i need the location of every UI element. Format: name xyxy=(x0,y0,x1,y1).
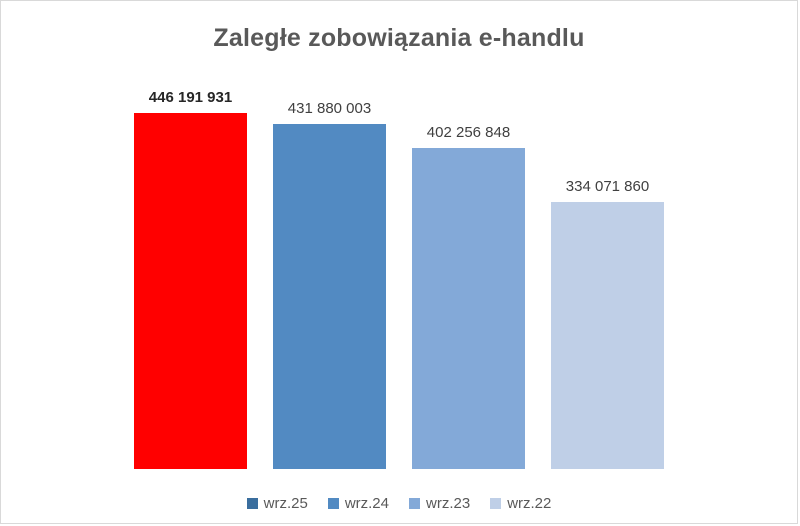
bar-0[interactable] xyxy=(134,113,247,469)
legend-label-2: wrz.23 xyxy=(426,495,471,512)
legend-item-0[interactable]: wrz.25 xyxy=(246,495,308,512)
legend-item-2[interactable]: wrz.23 xyxy=(409,496,470,511)
bar-value-label-1: 431 880 003 xyxy=(287,100,372,117)
legend-item-3[interactable]: wrz.22 xyxy=(490,496,551,511)
legend-label-1: wrz.24 xyxy=(344,495,389,512)
bar-group-3[interactable]: 334 071 860 xyxy=(551,179,664,469)
legend-label-3: wrz.22 xyxy=(507,495,552,512)
bar-group-2[interactable]: 402 256 848 xyxy=(412,125,525,469)
legend-swatch-icon-3 xyxy=(490,498,502,509)
bar-2[interactable] xyxy=(412,148,525,469)
legend-item-1[interactable]: wrz.24 xyxy=(327,495,389,512)
legend-swatch-icon-2 xyxy=(409,498,420,509)
bar-1[interactable] xyxy=(273,124,386,469)
chart-title: Zaległe zobowiązania e-handlu xyxy=(213,24,585,52)
legend-label-0: wrz.25 xyxy=(263,495,308,512)
legend-swatch-icon-0 xyxy=(246,498,258,509)
legend-swatch-icon-1 xyxy=(327,498,339,509)
bar-value-label-3: 334 071 860 xyxy=(565,178,650,195)
bar-3[interactable] xyxy=(551,202,664,469)
bar-group-1[interactable]: 431 880 003 xyxy=(273,101,386,469)
bar-value-label-2: 402 256 848 xyxy=(426,124,511,141)
chart-legend: wrz.25 wrz.24 wrz.23 wrz.22 xyxy=(1,496,797,511)
bar-group-0[interactable]: 446 191 931 xyxy=(134,90,247,469)
bar-value-label-0: 446 191 931 xyxy=(148,89,233,106)
